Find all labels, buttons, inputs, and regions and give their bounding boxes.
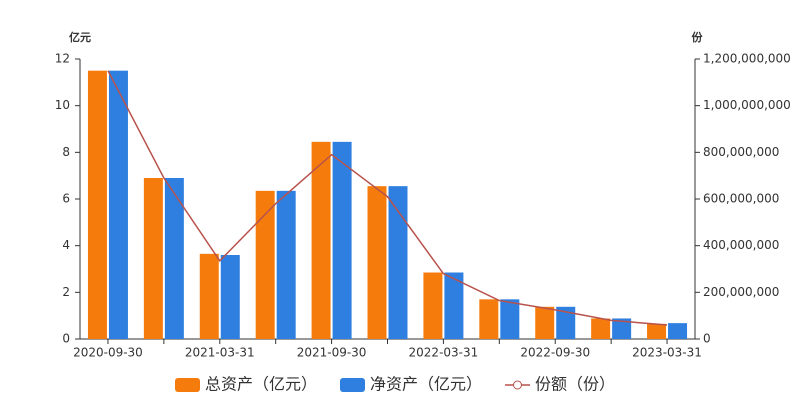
x-tick-label: 2023-03-31	[632, 346, 702, 360]
x-tick-label: 2020-09-30	[73, 346, 143, 360]
bar	[647, 323, 667, 339]
bar	[143, 178, 163, 339]
bar	[164, 178, 184, 339]
bar	[220, 255, 240, 339]
y-tick-label: 2	[62, 285, 70, 299]
bar	[332, 141, 352, 339]
legend-swatch	[340, 378, 365, 392]
y-tick-label: 0	[62, 332, 70, 346]
bar	[444, 272, 464, 339]
bar	[255, 190, 275, 339]
bar	[668, 323, 688, 339]
bar	[388, 186, 408, 339]
legend-swatch	[175, 378, 200, 392]
legend-label: 份额（份）	[535, 375, 615, 394]
bar	[612, 318, 632, 339]
bar	[108, 70, 128, 340]
legend-label: 净资产（亿元）	[370, 375, 482, 394]
bar	[276, 190, 296, 339]
bar	[535, 306, 555, 339]
y2-tick-label: 800,000,000	[703, 145, 779, 159]
legend-label: 总资产（亿元）	[205, 375, 317, 394]
y2-tick-label: 200,000,000	[703, 285, 779, 299]
bar	[591, 318, 611, 339]
bar	[479, 299, 499, 339]
y-axis-label: 亿元	[69, 30, 91, 44]
bar	[311, 141, 331, 339]
y2-axis-label: 份	[692, 30, 704, 44]
y-tick-label: 8	[62, 145, 70, 159]
y2-tick-label: 400,000,000	[703, 238, 779, 252]
y2-tick-label: 1,200,000,000	[703, 52, 791, 66]
y2-tick-label: 1,000,000,000	[703, 98, 791, 112]
y-tick-label: 10	[55, 98, 70, 112]
bar	[199, 253, 219, 339]
line	[107, 70, 668, 326]
y-tick-label: 12	[55, 52, 70, 66]
bar	[556, 306, 576, 339]
y-tick-label: 4	[62, 238, 70, 252]
bar	[423, 272, 443, 339]
x-tick-label: 2021-03-31	[185, 346, 255, 360]
y-tick-label: 6	[62, 192, 70, 206]
legend-marker	[513, 380, 522, 390]
x-tick-label: 2022-09-30	[520, 346, 590, 360]
y2-tick-label: 0	[703, 332, 711, 346]
x-tick-label: 2022-03-31	[409, 346, 479, 360]
x-tick-label: 2021-09-30	[297, 346, 367, 360]
y2-tick-label: 600,000,000	[703, 192, 779, 206]
bar	[367, 186, 387, 339]
bar	[87, 70, 107, 340]
bar	[500, 299, 520, 339]
